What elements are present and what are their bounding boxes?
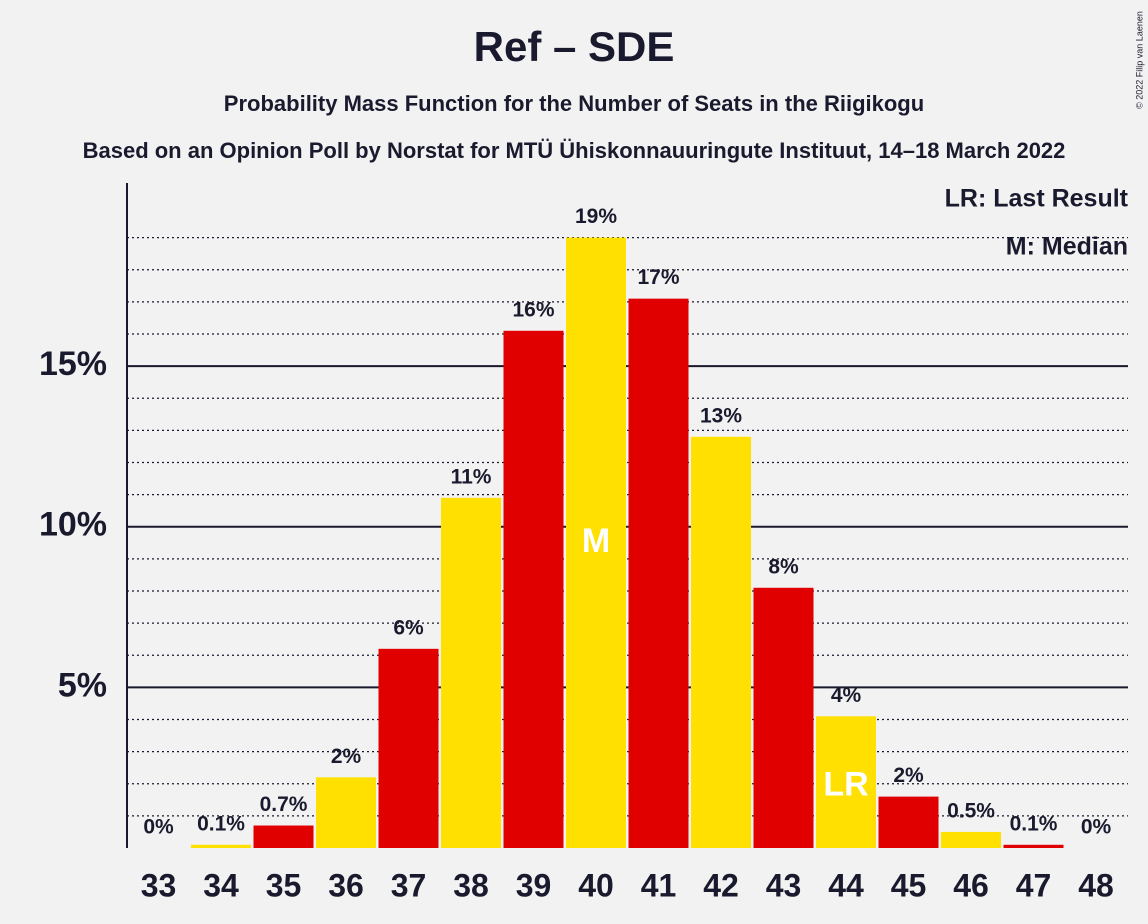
x-tick-label: 41 xyxy=(641,867,677,903)
legend-entry: M: Median xyxy=(1006,233,1128,261)
value-label: 0.1% xyxy=(197,812,245,835)
value-label: 19% xyxy=(575,205,617,228)
bar xyxy=(816,716,876,848)
x-tick-label: 35 xyxy=(266,867,302,903)
value-label: 0.1% xyxy=(1010,812,1058,835)
value-label: 0.5% xyxy=(947,799,995,822)
bar xyxy=(878,796,939,848)
value-label: 0% xyxy=(1081,816,1112,839)
x-tick-label: 34 xyxy=(203,867,239,903)
chart-title: Ref – SDE xyxy=(474,23,675,70)
value-label: 2% xyxy=(893,764,924,787)
bar xyxy=(191,844,251,848)
value-label: 8% xyxy=(768,555,799,578)
bar xyxy=(253,825,314,848)
value-label: 0.7% xyxy=(260,793,308,816)
bar xyxy=(316,777,376,848)
x-tick-label: 40 xyxy=(578,867,614,903)
bar-marker: LR xyxy=(823,765,868,803)
bar xyxy=(441,497,501,848)
legend-entry: LR: Last Result xyxy=(945,185,1129,213)
chart-caption: Based on an Opinion Poll by Norstat for … xyxy=(83,138,1066,163)
value-label: 17% xyxy=(637,266,679,289)
x-tick-label: 39 xyxy=(516,867,552,903)
bar xyxy=(566,237,626,848)
y-tick-label: 5% xyxy=(58,666,107,704)
bar xyxy=(628,298,689,848)
x-tick-label: 43 xyxy=(766,867,802,903)
x-tick-label: 37 xyxy=(391,867,427,903)
value-label: 4% xyxy=(831,684,862,707)
value-label: 11% xyxy=(451,465,492,488)
x-tick-label: 42 xyxy=(703,867,739,903)
y-tick-label: 15% xyxy=(39,345,107,383)
bar xyxy=(503,330,564,848)
x-tick-label: 45 xyxy=(891,867,927,903)
bar xyxy=(691,436,751,848)
bar xyxy=(378,648,439,848)
value-label: 13% xyxy=(700,404,742,427)
x-tick-label: 46 xyxy=(953,867,989,903)
value-label: 2% xyxy=(331,745,362,768)
x-tick-label: 44 xyxy=(828,867,864,903)
value-label: 6% xyxy=(393,616,424,639)
chart-subtitle: Probability Mass Function for the Number… xyxy=(224,91,924,116)
value-label: 0% xyxy=(143,816,174,839)
value-label: 16% xyxy=(512,298,554,321)
bar xyxy=(753,587,814,848)
x-tick-label: 38 xyxy=(453,867,489,903)
x-tick-label: 36 xyxy=(328,867,364,903)
bar xyxy=(941,831,1001,848)
y-tick-label: 10% xyxy=(39,506,107,544)
x-tick-label: 48 xyxy=(1078,867,1114,903)
copyright: © 2022 Filip van Laenen xyxy=(1134,11,1144,109)
bar xyxy=(1003,844,1064,848)
x-tick-label: 47 xyxy=(1016,867,1052,903)
bar-marker: M xyxy=(582,522,610,560)
x-tick-label: 33 xyxy=(141,867,177,903)
